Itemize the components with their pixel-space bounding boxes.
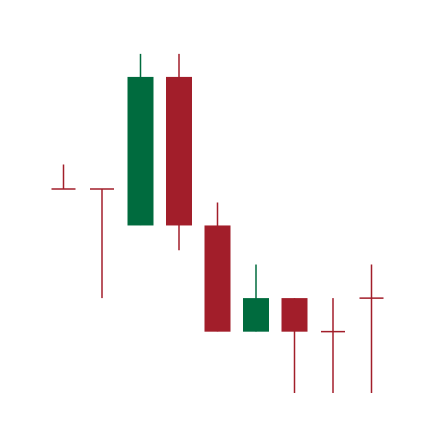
candles-layer bbox=[51, 53, 384, 393]
candle-3 bbox=[127, 53, 154, 226]
candle-7 bbox=[281, 298, 308, 393]
candle-2 bbox=[90, 188, 114, 299]
candle-body-bullish bbox=[127, 76, 154, 226]
candle-6 bbox=[243, 264, 269, 332]
candle-4 bbox=[166, 53, 192, 251]
candle-body-bearish bbox=[281, 298, 308, 332]
candle-body-bearish bbox=[204, 225, 231, 332]
candle-8 bbox=[321, 298, 345, 393]
candle-body-bullish bbox=[243, 298, 269, 332]
candle-body-bearish bbox=[166, 76, 192, 226]
candle-5 bbox=[204, 202, 231, 332]
candle-1 bbox=[51, 164, 76, 190]
candle-9 bbox=[359, 264, 384, 393]
